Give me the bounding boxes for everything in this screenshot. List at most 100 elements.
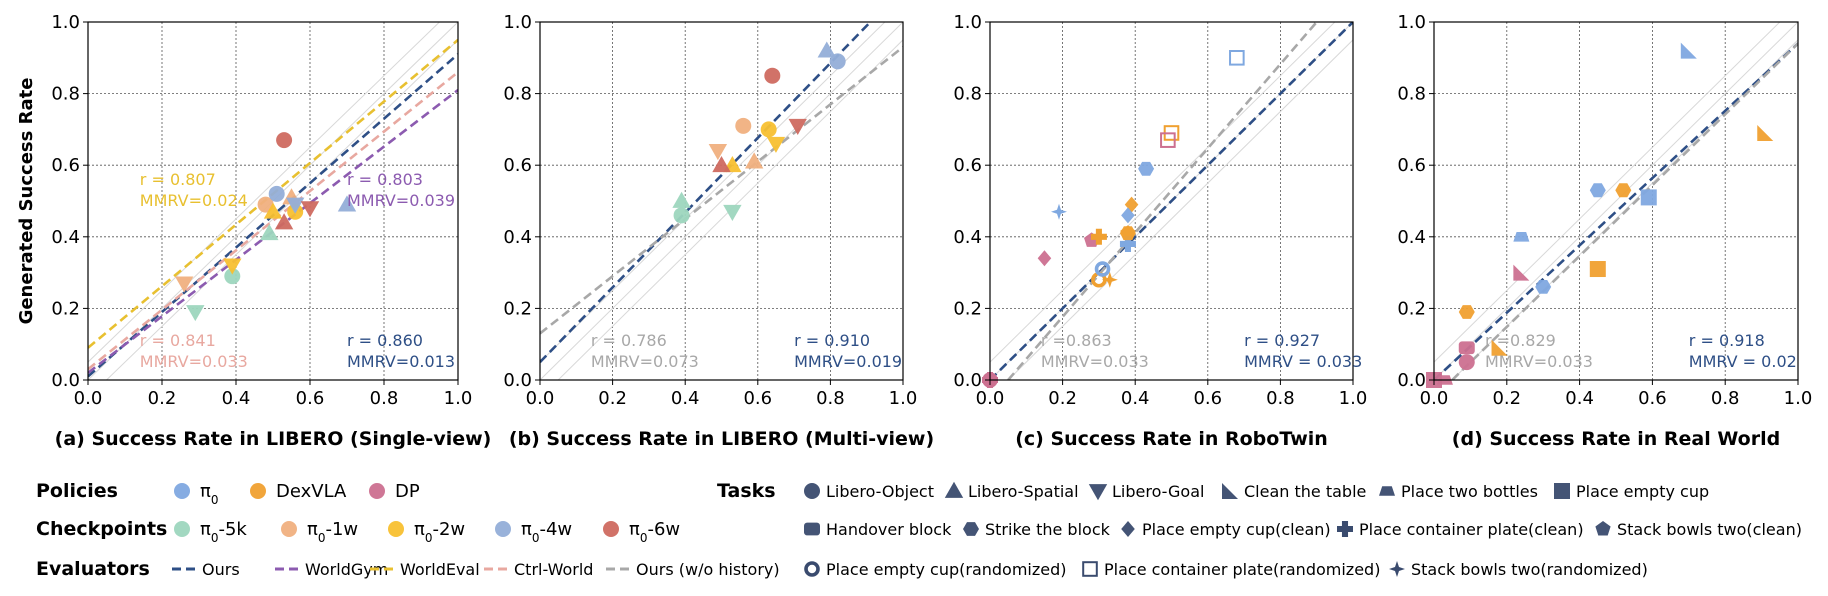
- legend-task-marker-shape: [1389, 561, 1405, 577]
- legend-task-marker-shape: [1379, 486, 1395, 496]
- data-point: [1119, 235, 1136, 252]
- data-point: [735, 117, 752, 134]
- data-point: [1037, 250, 1052, 267]
- x-tick-label: 0.8: [1266, 388, 1295, 409]
- data-point: [1094, 261, 1111, 277]
- legend-evaluator-label: WorldGym: [305, 560, 388, 579]
- y-tick-label: 0.4: [51, 227, 80, 248]
- x-tick-label: 0.2: [1492, 388, 1521, 409]
- data-point-shape: [260, 224, 279, 241]
- data-point-shape: [744, 152, 764, 169]
- legend-checkpoint-marker-shape: [388, 521, 404, 537]
- legend-task-label: Strike the block: [985, 520, 1111, 539]
- legend-task-marker: [1088, 484, 1108, 501]
- data-point: [1101, 271, 1118, 288]
- legend-task-marker: [1337, 521, 1353, 538]
- x-tick-label: 0.0: [526, 388, 555, 409]
- legend: Policies π0 DexVLA DP Checkpoints π0-5k π0-1w π…: [36, 480, 1802, 580]
- data-point: [268, 185, 285, 202]
- data-point-shape: [224, 268, 241, 285]
- data-point-shape: [712, 156, 731, 173]
- data-point-shape: [1160, 132, 1176, 148]
- data-point-shape: [1119, 235, 1136, 252]
- panel-title: (d) Success Rate in Real World: [1452, 428, 1780, 450]
- legend-policy-marker: [369, 483, 385, 499]
- legend-item-label: π0-2w: [414, 519, 465, 545]
- legend-task-label: Stack bowls two(randomized): [1411, 560, 1648, 579]
- stat-r-label: r = 0.918: [1689, 331, 1765, 350]
- data-point-shape: [766, 136, 786, 153]
- stat-r-label: r = 0.786: [591, 331, 667, 350]
- legend-evaluator-label: Ours (w/o history): [636, 560, 780, 579]
- legend-task-label: Handover block: [826, 520, 952, 539]
- x-tick-label: 1.0: [1784, 388, 1813, 409]
- data-point-shape: [186, 305, 205, 322]
- data-point: [1458, 354, 1475, 371]
- legend-task-marker: [963, 522, 979, 536]
- legend-task-marker-shape: [1337, 521, 1353, 538]
- panel-3: 0.0 0.2 0.4 0.6 0.8 1.00.00.20.40.60.81.0(d) …: [1397, 12, 1812, 450]
- data-point-shape: [286, 197, 305, 214]
- data-point-shape: [708, 143, 728, 161]
- x-tick-label: 0.2: [148, 388, 177, 409]
- data-point: [1121, 207, 1135, 224]
- legend-checkpoint-marker: [603, 521, 619, 537]
- y-tick-label: 0.8: [503, 84, 532, 105]
- data-point: [1458, 305, 1475, 319]
- data-point-shape: [175, 276, 194, 293]
- legend-task-marker-shape: [1121, 521, 1135, 537]
- legend-task-marker-shape: [804, 522, 820, 536]
- legend-task-marker-shape: [1088, 484, 1108, 501]
- legend-task-marker-shape: [1595, 521, 1611, 536]
- legend-item-label: π0-5k: [200, 519, 247, 545]
- data-point: [1229, 50, 1245, 66]
- fit-line-ctrl-world: [88, 71, 458, 371]
- data-point-shape: [817, 41, 836, 58]
- data-point: [300, 201, 320, 218]
- legend-task-marker-shape: [1554, 483, 1570, 499]
- stat-mmrv-label: MMRV=0.024: [140, 191, 248, 210]
- legend-evaluator-label: Ours: [202, 560, 240, 579]
- x-tick-label: 0.8: [370, 388, 399, 409]
- data-point: [760, 121, 777, 138]
- x-tick-label: 0.6: [743, 388, 772, 409]
- data-point: [224, 268, 241, 285]
- legend-policies-heading: Policies: [36, 480, 118, 502]
- y-tick-label: 0.8: [953, 84, 982, 105]
- legend-checkpoint-marker-shape: [603, 521, 619, 537]
- stat-mmrv-label: MMRV = 0.033: [1244, 352, 1362, 371]
- data-point: [286, 197, 305, 214]
- data-point-shape: [1513, 264, 1530, 281]
- data-point-shape: [672, 191, 691, 208]
- data-point-shape: [276, 132, 293, 149]
- legend-task-marker: [804, 561, 820, 577]
- x-tick-label: 0.2: [1048, 388, 1077, 409]
- data-point: [744, 152, 764, 169]
- data-point: [260, 224, 279, 241]
- y-tick-label: 1.0: [503, 12, 532, 33]
- y-tick-label: 0.8: [51, 84, 80, 105]
- data-point-shape: [1589, 261, 1606, 278]
- data-point: [186, 305, 205, 322]
- data-point: [712, 156, 731, 173]
- stat-r-label: r =0.829: [1485, 331, 1556, 350]
- stat-r-label: r = 0.841: [140, 331, 216, 350]
- data-point-shape: [263, 202, 283, 219]
- legend-task-label: Libero-Object: [826, 482, 934, 501]
- y-tick-label: 0.4: [953, 227, 982, 248]
- stat-mmrv-label: MMRV=0.073: [591, 352, 699, 371]
- data-point: [1491, 339, 1508, 356]
- x-tick-label: 0.2: [598, 388, 627, 409]
- y-tick-label: 0.2: [1397, 298, 1426, 319]
- x-tick-label: 1.0: [889, 388, 918, 409]
- data-point-shape: [1094, 261, 1111, 277]
- data-point-shape: [788, 118, 807, 136]
- stat-r-label: r =0.863: [1041, 331, 1112, 350]
- data-point-shape: [1119, 226, 1136, 241]
- x-tick-label: 0.8: [1711, 388, 1740, 409]
- panel-frame: [539, 21, 904, 381]
- legend-task-label: Place container plate(clean): [1359, 520, 1584, 539]
- stat-mmrv-label: MMRV = 0.02: [1689, 352, 1797, 371]
